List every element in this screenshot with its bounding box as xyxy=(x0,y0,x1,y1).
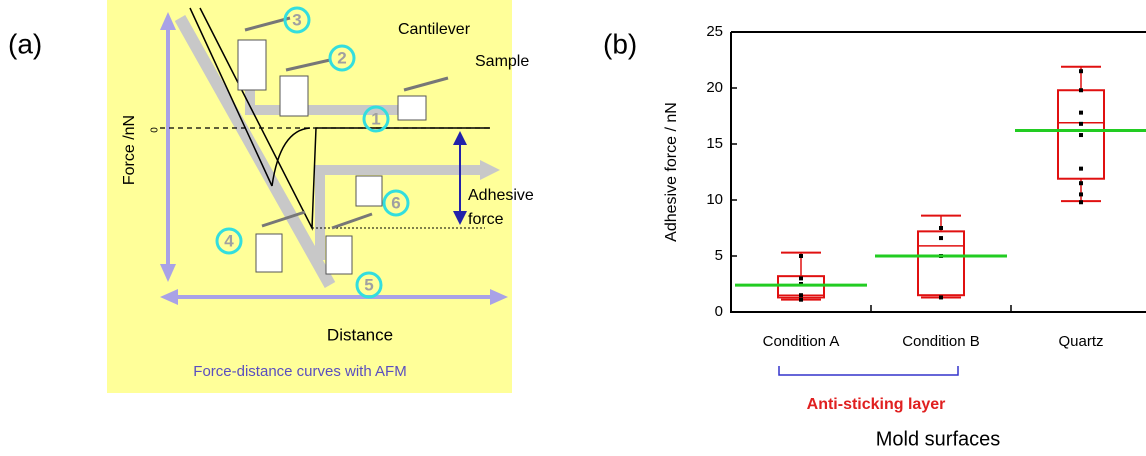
zero-label: 0 xyxy=(150,127,161,133)
diagram-curves xyxy=(160,7,508,305)
data-point xyxy=(1079,181,1083,186)
y-tick-label: 25 xyxy=(706,23,723,40)
data-point xyxy=(799,297,803,302)
data-point xyxy=(939,236,943,241)
caption: Force-distance curves with AFM xyxy=(193,363,406,380)
step-number: 3 xyxy=(292,10,301,29)
data-point xyxy=(1079,166,1083,171)
data-point xyxy=(799,254,803,258)
data-point xyxy=(1079,69,1083,74)
step-number: 6 xyxy=(391,193,400,212)
step-number: 2 xyxy=(337,48,346,67)
box xyxy=(777,275,825,299)
adhesive-label: force xyxy=(468,211,504,228)
data-point xyxy=(1079,110,1083,115)
adhesive-label: Adhesive xyxy=(468,187,534,204)
panel-label: (b) xyxy=(603,28,637,59)
data-point xyxy=(799,276,803,281)
x-axis-label: Distance xyxy=(327,325,393,344)
x-tick-label: Condition B xyxy=(902,333,980,350)
y-tick-label: 5 xyxy=(715,247,723,264)
step-circle xyxy=(283,6,311,34)
data-point xyxy=(1079,192,1083,197)
step-number: 5 xyxy=(364,275,373,294)
panel-label: (a) xyxy=(8,28,42,59)
step-circle xyxy=(355,271,383,299)
x-tick-label: Condition A xyxy=(763,333,840,350)
step-circle xyxy=(328,44,356,72)
bracket xyxy=(778,366,959,376)
step-circle xyxy=(382,189,410,217)
x-tick-label: Quartz xyxy=(1058,333,1103,350)
step-circle xyxy=(215,227,243,255)
data-point xyxy=(1079,200,1083,205)
y-axis-label: Force /nN xyxy=(121,115,138,185)
y-axis-title: Adhesive force / nN xyxy=(663,102,680,242)
y-tick-label: 10 xyxy=(706,191,723,208)
step-number: 4 xyxy=(224,231,234,250)
y-tick-label: 20 xyxy=(706,79,723,96)
data-point xyxy=(1079,121,1083,126)
box xyxy=(917,230,965,297)
data-point xyxy=(939,295,943,300)
sample-label: Sample xyxy=(475,53,529,70)
step-circle xyxy=(362,105,390,133)
data-point xyxy=(1079,133,1083,138)
y-tick-label: 15 xyxy=(706,135,723,152)
data-point xyxy=(1079,88,1083,93)
cantilever-label: Cantilever xyxy=(398,21,471,38)
annotation: Anti-sticking layer xyxy=(807,396,946,413)
data-point xyxy=(799,293,803,298)
x-axis-title: Mold surfaces xyxy=(876,428,1001,450)
step-number: 1 xyxy=(371,109,380,128)
y-tick-label: 0 xyxy=(715,303,723,320)
data-point xyxy=(939,226,943,230)
